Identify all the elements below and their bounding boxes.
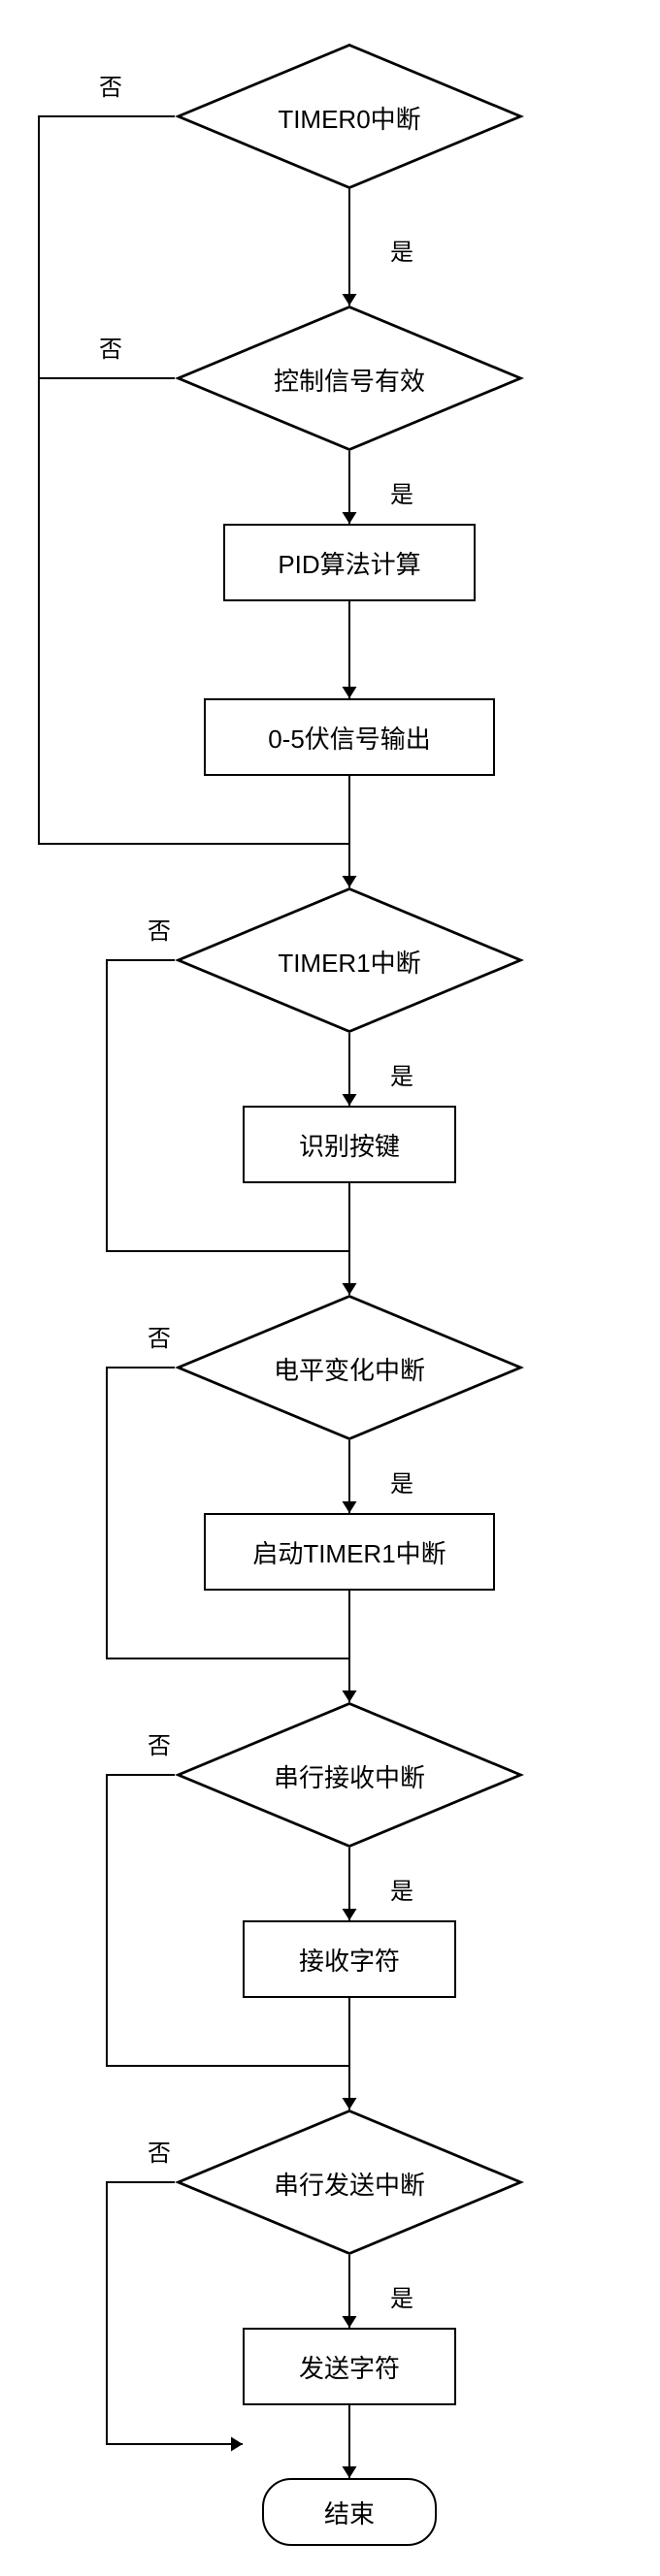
- decision-label-d3: TIMER1中断: [175, 944, 524, 980]
- edge-label: 是: [388, 1057, 415, 1091]
- edge-label: 是: [388, 233, 415, 267]
- process-r5: 接收字符: [243, 1920, 456, 1998]
- edge-label: 否: [97, 68, 124, 102]
- edge-label: 是: [388, 2279, 415, 2313]
- edge-label: 是: [388, 1872, 415, 1906]
- flowchart-canvas: TIMER0中断控制信号有效 PID算法计算 0-5伏信号输出 TIMER1中断识别按…: [0, 0, 660, 2576]
- terminator-end: 结束: [262, 2478, 437, 2546]
- node-label-r1: PID算法计算: [278, 545, 420, 581]
- process-r3: 识别按键: [243, 1106, 456, 1183]
- decision-label-d2: 控制信号有效: [175, 362, 524, 398]
- edge-label: 否: [146, 912, 173, 946]
- node-label-r6: 发送字符: [299, 2349, 400, 2385]
- process-r6: 发送字符: [243, 2328, 456, 2405]
- decision-label-d5: 串行接收中断: [175, 1758, 524, 1794]
- decision-label-d6: 串行发送中断: [175, 2166, 524, 2202]
- process-r2: 0-5伏信号输出: [204, 698, 495, 776]
- edge-label: 是: [388, 475, 415, 509]
- node-label-r5: 接收字符: [299, 1942, 400, 1978]
- edge-label: 否: [146, 1726, 173, 1760]
- process-r4: 启动TIMER1中断: [204, 1513, 495, 1591]
- decision-label-d1: TIMER0中断: [175, 100, 524, 136]
- decision-label-d4: 电平变化中断: [175, 1351, 524, 1387]
- node-label-r3: 识别按键: [299, 1127, 400, 1163]
- edge-label: 否: [97, 330, 124, 364]
- edge-label: 否: [146, 1319, 173, 1353]
- node-label-r4: 启动TIMER1中断: [252, 1534, 446, 1570]
- node-label-r2: 0-5伏信号输出: [268, 720, 431, 756]
- node-label-end: 结束: [324, 2495, 375, 2530]
- edge-label: 是: [388, 1465, 415, 1498]
- process-r1: PID算法计算: [223, 524, 476, 601]
- edge-label: 否: [146, 2134, 173, 2168]
